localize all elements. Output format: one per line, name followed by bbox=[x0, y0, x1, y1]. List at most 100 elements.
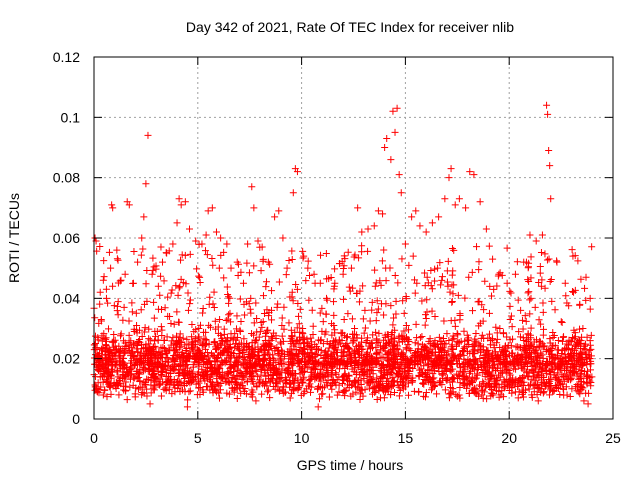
data-point bbox=[300, 252, 308, 260]
data-point bbox=[313, 345, 321, 353]
data-point bbox=[533, 357, 541, 365]
data-point bbox=[460, 380, 468, 388]
data-point bbox=[296, 382, 304, 390]
data-point bbox=[540, 325, 548, 333]
data-point bbox=[322, 310, 330, 318]
data-point bbox=[159, 364, 167, 372]
data-point bbox=[104, 299, 112, 307]
data-point bbox=[327, 273, 335, 281]
data-point bbox=[296, 336, 304, 344]
data-point bbox=[339, 295, 347, 303]
data-point bbox=[376, 394, 384, 402]
data-point bbox=[462, 204, 470, 212]
data-point bbox=[527, 274, 535, 282]
data-point bbox=[241, 384, 249, 392]
data-point bbox=[106, 383, 114, 391]
data-point bbox=[503, 279, 511, 287]
data-point bbox=[216, 315, 224, 323]
data-point bbox=[348, 315, 356, 323]
data-point bbox=[480, 306, 488, 314]
data-point bbox=[345, 344, 353, 352]
x-tick-label: 20 bbox=[501, 430, 517, 446]
data-point bbox=[366, 352, 374, 360]
data-point bbox=[195, 333, 203, 341]
data-point bbox=[330, 311, 338, 319]
data-point bbox=[143, 385, 151, 393]
data-point bbox=[414, 357, 422, 365]
data-point bbox=[455, 339, 463, 347]
data-point bbox=[310, 360, 318, 368]
data-point bbox=[198, 342, 206, 350]
data-point bbox=[253, 314, 261, 322]
data-point bbox=[522, 346, 530, 354]
data-point bbox=[444, 347, 452, 355]
data-point bbox=[330, 298, 338, 306]
data-point bbox=[130, 352, 138, 360]
data-point bbox=[438, 273, 446, 281]
data-point bbox=[170, 339, 178, 347]
data-point bbox=[527, 334, 535, 342]
data-point bbox=[188, 333, 196, 341]
data-point bbox=[496, 269, 504, 277]
data-point bbox=[231, 330, 239, 338]
data-point bbox=[242, 390, 250, 398]
data-point bbox=[363, 336, 371, 344]
data-point bbox=[499, 330, 507, 338]
data-point bbox=[359, 369, 367, 377]
data-point bbox=[543, 346, 551, 354]
data-point bbox=[292, 345, 300, 353]
data-point bbox=[95, 319, 103, 327]
data-point bbox=[424, 376, 432, 384]
data-point bbox=[328, 370, 336, 378]
data-point bbox=[543, 101, 551, 109]
data-point bbox=[367, 357, 375, 365]
data-point bbox=[380, 344, 388, 352]
y-tick-label: 0 bbox=[72, 411, 80, 427]
data-point bbox=[173, 308, 181, 316]
data-point bbox=[492, 387, 500, 395]
data-point bbox=[218, 341, 226, 349]
data-point bbox=[329, 343, 337, 351]
data-point bbox=[466, 168, 474, 176]
data-point bbox=[271, 365, 279, 373]
data-point bbox=[261, 350, 269, 358]
data-point bbox=[450, 351, 458, 359]
data-point bbox=[372, 343, 380, 351]
data-point bbox=[238, 379, 246, 387]
data-point bbox=[280, 325, 288, 333]
data-point bbox=[330, 344, 338, 352]
data-point bbox=[330, 321, 338, 329]
data-point bbox=[112, 379, 120, 387]
data-point bbox=[333, 361, 341, 369]
data-point bbox=[278, 346, 286, 354]
data-point bbox=[177, 256, 185, 264]
data-point bbox=[262, 283, 270, 291]
data-point bbox=[455, 195, 463, 203]
data-point bbox=[179, 369, 187, 377]
data-point bbox=[258, 390, 266, 398]
data-point bbox=[232, 336, 240, 344]
data-point bbox=[518, 353, 526, 361]
data-point bbox=[364, 225, 372, 233]
data-point bbox=[402, 333, 410, 341]
data-point bbox=[505, 387, 513, 395]
data-point bbox=[233, 312, 241, 320]
data-point bbox=[159, 258, 167, 266]
data-point bbox=[113, 255, 121, 263]
data-point bbox=[379, 373, 387, 381]
data-point bbox=[150, 372, 158, 380]
data-point bbox=[105, 345, 113, 353]
data-point bbox=[113, 246, 121, 254]
data-point bbox=[295, 320, 303, 328]
data-point bbox=[273, 379, 281, 387]
data-point bbox=[446, 288, 454, 296]
data-point bbox=[543, 256, 551, 264]
data-point bbox=[296, 347, 304, 355]
data-point bbox=[576, 300, 584, 308]
data-point bbox=[422, 388, 430, 396]
data-point bbox=[374, 207, 382, 215]
data-point bbox=[149, 266, 157, 274]
data-point bbox=[437, 361, 445, 369]
data-point bbox=[245, 345, 253, 353]
y-axis-label: ROTI / TECUs bbox=[6, 193, 22, 283]
